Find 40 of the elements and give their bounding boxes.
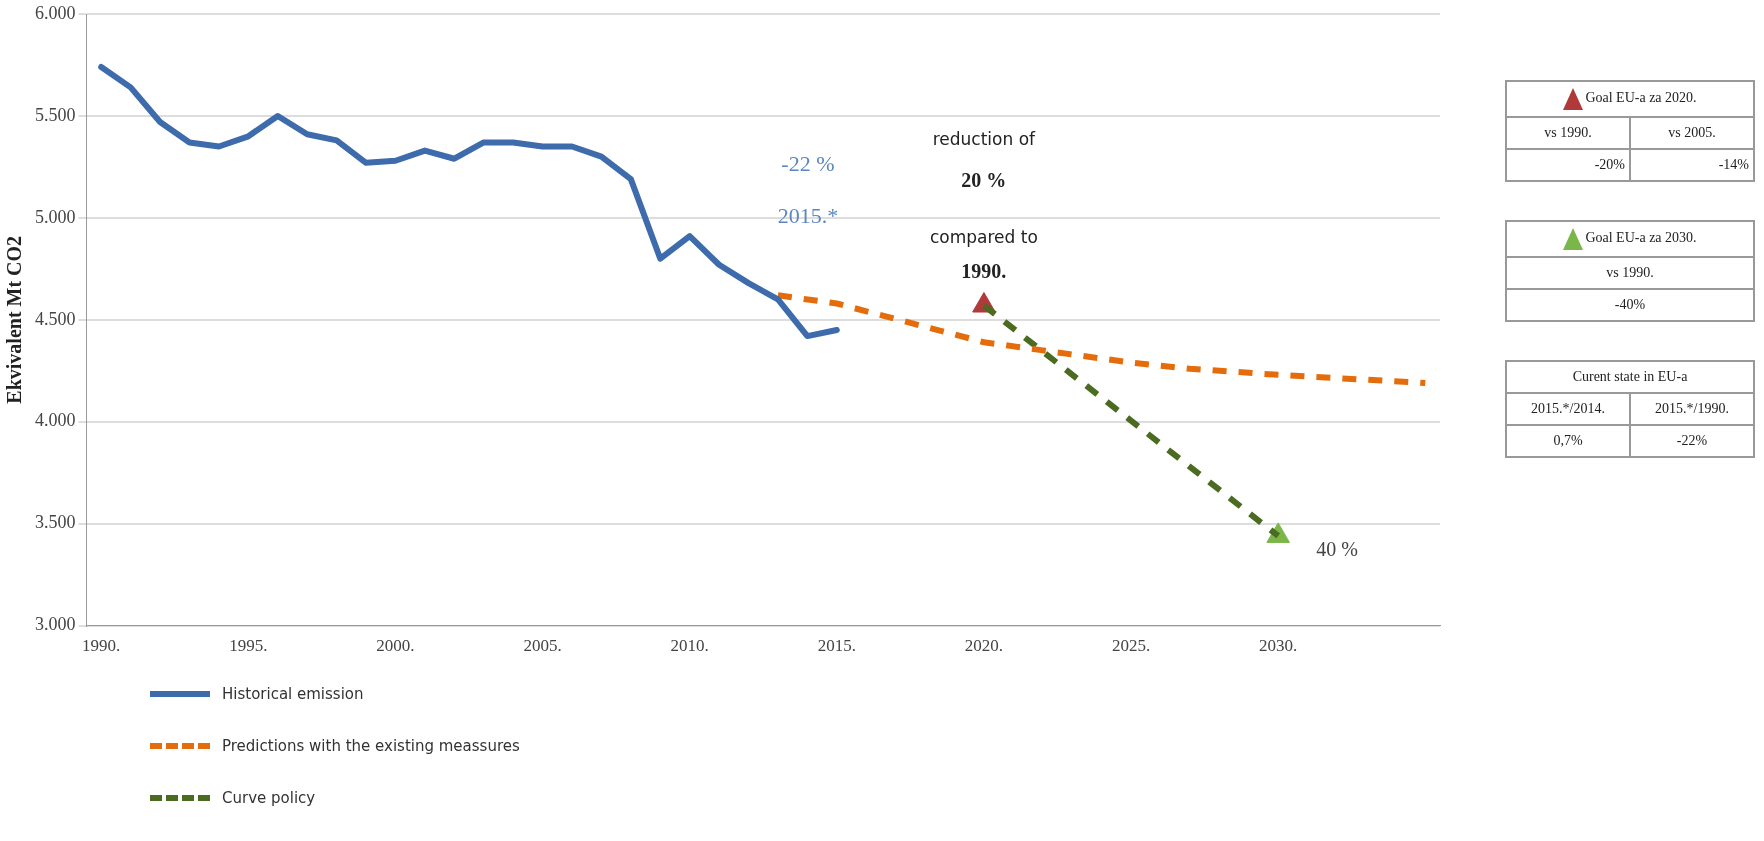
annotation: 20 %	[961, 169, 1007, 192]
y-tick-label: 4.000	[35, 410, 76, 431]
legend-label: Curve policy	[222, 789, 316, 807]
text: -40%	[1506, 289, 1754, 321]
y-tick-label: 3.000	[35, 614, 76, 635]
y-tick-label: 6.000	[35, 2, 76, 23]
y-tick-label: 5.000	[35, 206, 76, 227]
x-tick-label: 2025.	[1111, 636, 1151, 656]
x-tick-label: 2005.	[523, 636, 562, 656]
annotation: 40 %	[1316, 537, 1358, 560]
y-tick-label: 3.500	[35, 512, 76, 533]
text: vs 1990.	[1506, 257, 1754, 289]
x-tick-label: 2030.	[1259, 636, 1298, 656]
x-tick-label: 1990.	[82, 636, 121, 656]
text: Goal EU-a za 2030.	[1506, 221, 1754, 257]
x-tick-label: 2000.	[376, 636, 415, 656]
text: vs 2005.	[1630, 117, 1754, 149]
annotation: reduction of	[932, 129, 1037, 150]
x-tick-label: 1995.	[229, 636, 268, 656]
x-tick-label: 2010.	[670, 636, 709, 656]
text: Goal EU-a za 2020.	[1506, 81, 1754, 117]
x-tick-label: 2020.	[964, 636, 1004, 656]
text: vs 1990.	[1506, 117, 1630, 149]
text: 2015.*/1990.	[1630, 393, 1754, 425]
legend-label: Predictions with the existing meassures	[222, 737, 520, 755]
annotation: compared to	[929, 226, 1038, 247]
annotation: -22 %	[781, 150, 835, 176]
text: -14%	[1630, 149, 1754, 181]
x-tick-label: 2015.	[817, 636, 856, 656]
y-axis-title: Ekvivalent Mt CO2	[3, 235, 26, 404]
annotation: 1990.	[961, 259, 1007, 282]
text: -20%	[1506, 149, 1630, 181]
text: 0,7%	[1506, 425, 1630, 457]
y-tick-label: 4.500	[35, 308, 76, 329]
annotation: 2015.*	[777, 203, 839, 229]
text: Curent state in EU-a	[1506, 361, 1754, 393]
text: -22%	[1630, 425, 1754, 457]
text: 2015.*/2014.	[1506, 393, 1630, 425]
legend-label: Historical emission	[222, 685, 364, 703]
y-tick-label: 5.500	[35, 104, 76, 125]
